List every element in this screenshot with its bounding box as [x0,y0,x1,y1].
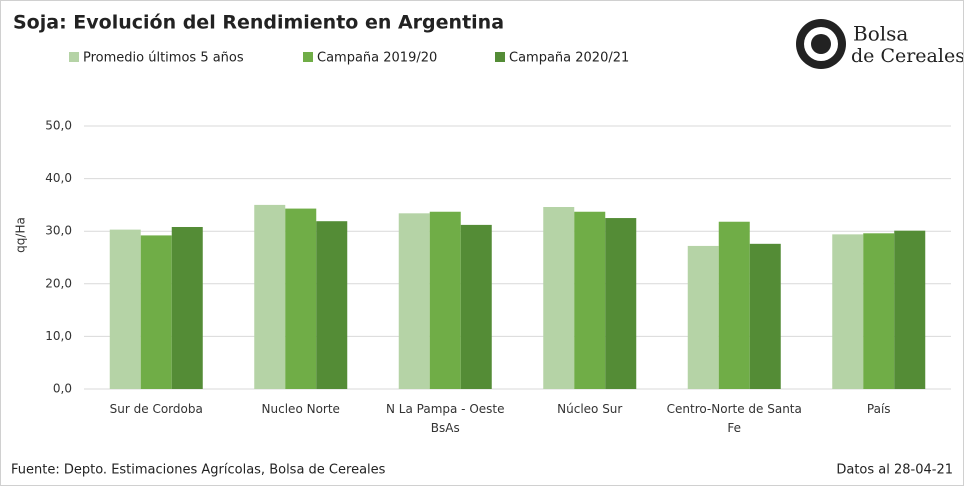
y-tick-label: 40,0 [45,171,72,185]
bar [605,218,637,389]
x-tick-label: N La Pampa - Oeste BsAs [386,402,505,435]
y-tick-label: 30,0 [45,224,72,238]
legend-swatch [303,52,313,62]
bar [285,208,317,389]
bar [429,211,461,389]
bar [460,224,492,389]
logo: Bolsa de Cereales [796,19,963,69]
bar [832,234,864,389]
y-tick-label: 0,0 [53,382,72,396]
bar [749,243,781,389]
bar [140,235,172,389]
legend-label: Promedio últimos 5 años [83,51,244,66]
y-tick-label: 20,0 [45,276,72,290]
x-tick-label: Nucleo Norte [261,402,340,416]
x-tick-label: Sur de Cordoba [109,402,203,416]
legend-label: Campaña 2020/21 [509,51,629,66]
logo-text: de Cereales [851,45,963,67]
bar [398,213,430,389]
bar [316,221,348,389]
logo-emblem-core [811,34,831,54]
bar [574,211,606,389]
y-tick-label: 50,0 [45,119,72,133]
x-tick-label: País [866,402,891,416]
legend-label: Campaña 2019/20 [317,51,437,66]
bar [109,229,141,389]
y-axis-label: qq/Ha [14,217,28,253]
bar [254,204,286,389]
bar [863,233,895,389]
x-tick-label: Núcleo Sur [557,402,623,416]
y-tick-label: 10,0 [45,329,72,343]
bar [687,245,719,389]
x-tick-label: Centro-Norte de Santa Fe [666,402,802,435]
logo-text: Bolsa [853,22,908,46]
chart-title: Soja: Evolución del Rendimiento en Argen… [13,12,504,34]
date-note: Datos al 28-04-21 [836,463,953,478]
bar [718,221,750,389]
legend-swatch [69,52,79,62]
legend-swatch [495,52,505,62]
bar [543,207,575,389]
bar [171,226,203,389]
bar [894,230,926,389]
source-note: Fuente: Depto. Estimaciones Agrícolas, B… [11,463,386,478]
